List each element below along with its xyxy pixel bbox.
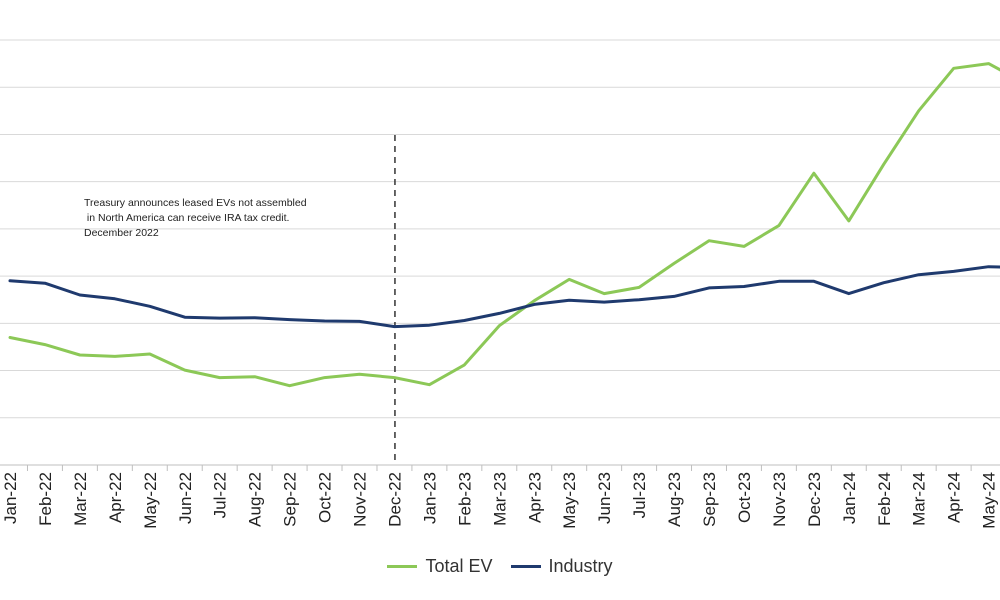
x-tick-label: Jun-22: [176, 472, 195, 524]
series-line-industry: [8, 265, 1000, 329]
x-tick-label: Jul-23: [630, 472, 649, 518]
annotation-text: Treasury announces leased EVs not assemb…: [84, 196, 307, 241]
legend-label: Industry: [548, 556, 613, 576]
x-tick-label: Feb-24: [875, 472, 894, 526]
x-tick-label: Nov-22: [351, 472, 370, 527]
x-tick-label: Mar-24: [910, 472, 929, 526]
x-axis: [0, 464, 1000, 471]
x-tick-label: Jun-23: [595, 472, 614, 524]
legend-item-industry: Industry: [510, 556, 613, 577]
annotation-line: December 2022: [84, 227, 159, 239]
x-tick-label: May-22: [141, 472, 160, 529]
x-tick-label: Oct-22: [316, 472, 335, 523]
annotation-line: in North America can receive IRA tax cre…: [84, 212, 290, 224]
x-tick-label: Apr-23: [525, 472, 544, 523]
x-tick-label: Jan-24: [840, 472, 859, 524]
x-tick-label: Jan-23: [420, 472, 439, 524]
x-tick-label: Mar-22: [71, 472, 90, 526]
x-tick-label: Apr-24: [945, 472, 964, 523]
x-tick-label: Feb-23: [455, 472, 474, 526]
series-layer: [8, 62, 1000, 388]
legend-label: Total EV: [425, 556, 493, 576]
x-tick-label: Apr-22: [106, 472, 125, 523]
x-tick-label: Oct-23: [735, 472, 754, 523]
series-line-total-ev: [8, 62, 1000, 388]
x-tick-label: Sep-22: [281, 472, 300, 527]
x-tick-label: May-23: [560, 472, 579, 529]
legend-item-total-ev: Total EV: [387, 556, 493, 577]
x-tick-labels: Jan-22 Feb-22 Mar-22 Apr-22 May-22 Jun-22 Jul-…: [1, 472, 999, 529]
legend-swatch: [510, 565, 541, 568]
x-tick-label: Aug-23: [665, 472, 684, 527]
gridlines: [0, 39, 1000, 419]
x-tick-label: Jul-22: [211, 472, 230, 518]
legend: Total EV Industry: [0, 556, 1000, 577]
x-tick-label: May-24: [980, 472, 999, 529]
annotation-line: Treasury announces leased EVs not assemb…: [84, 197, 307, 209]
x-tick-label: Dec-23: [805, 472, 824, 527]
x-tick-label: Aug-22: [246, 472, 265, 527]
x-tick-label: Nov-23: [770, 472, 789, 527]
x-tick-label: Feb-22: [36, 472, 55, 526]
legend-swatch: [387, 565, 418, 568]
x-tick-label: Dec-22: [385, 472, 404, 527]
x-tick-label: Mar-23: [490, 472, 509, 526]
x-tick-label: Sep-23: [700, 472, 719, 527]
x-tick-label: Jan-22: [1, 472, 20, 524]
